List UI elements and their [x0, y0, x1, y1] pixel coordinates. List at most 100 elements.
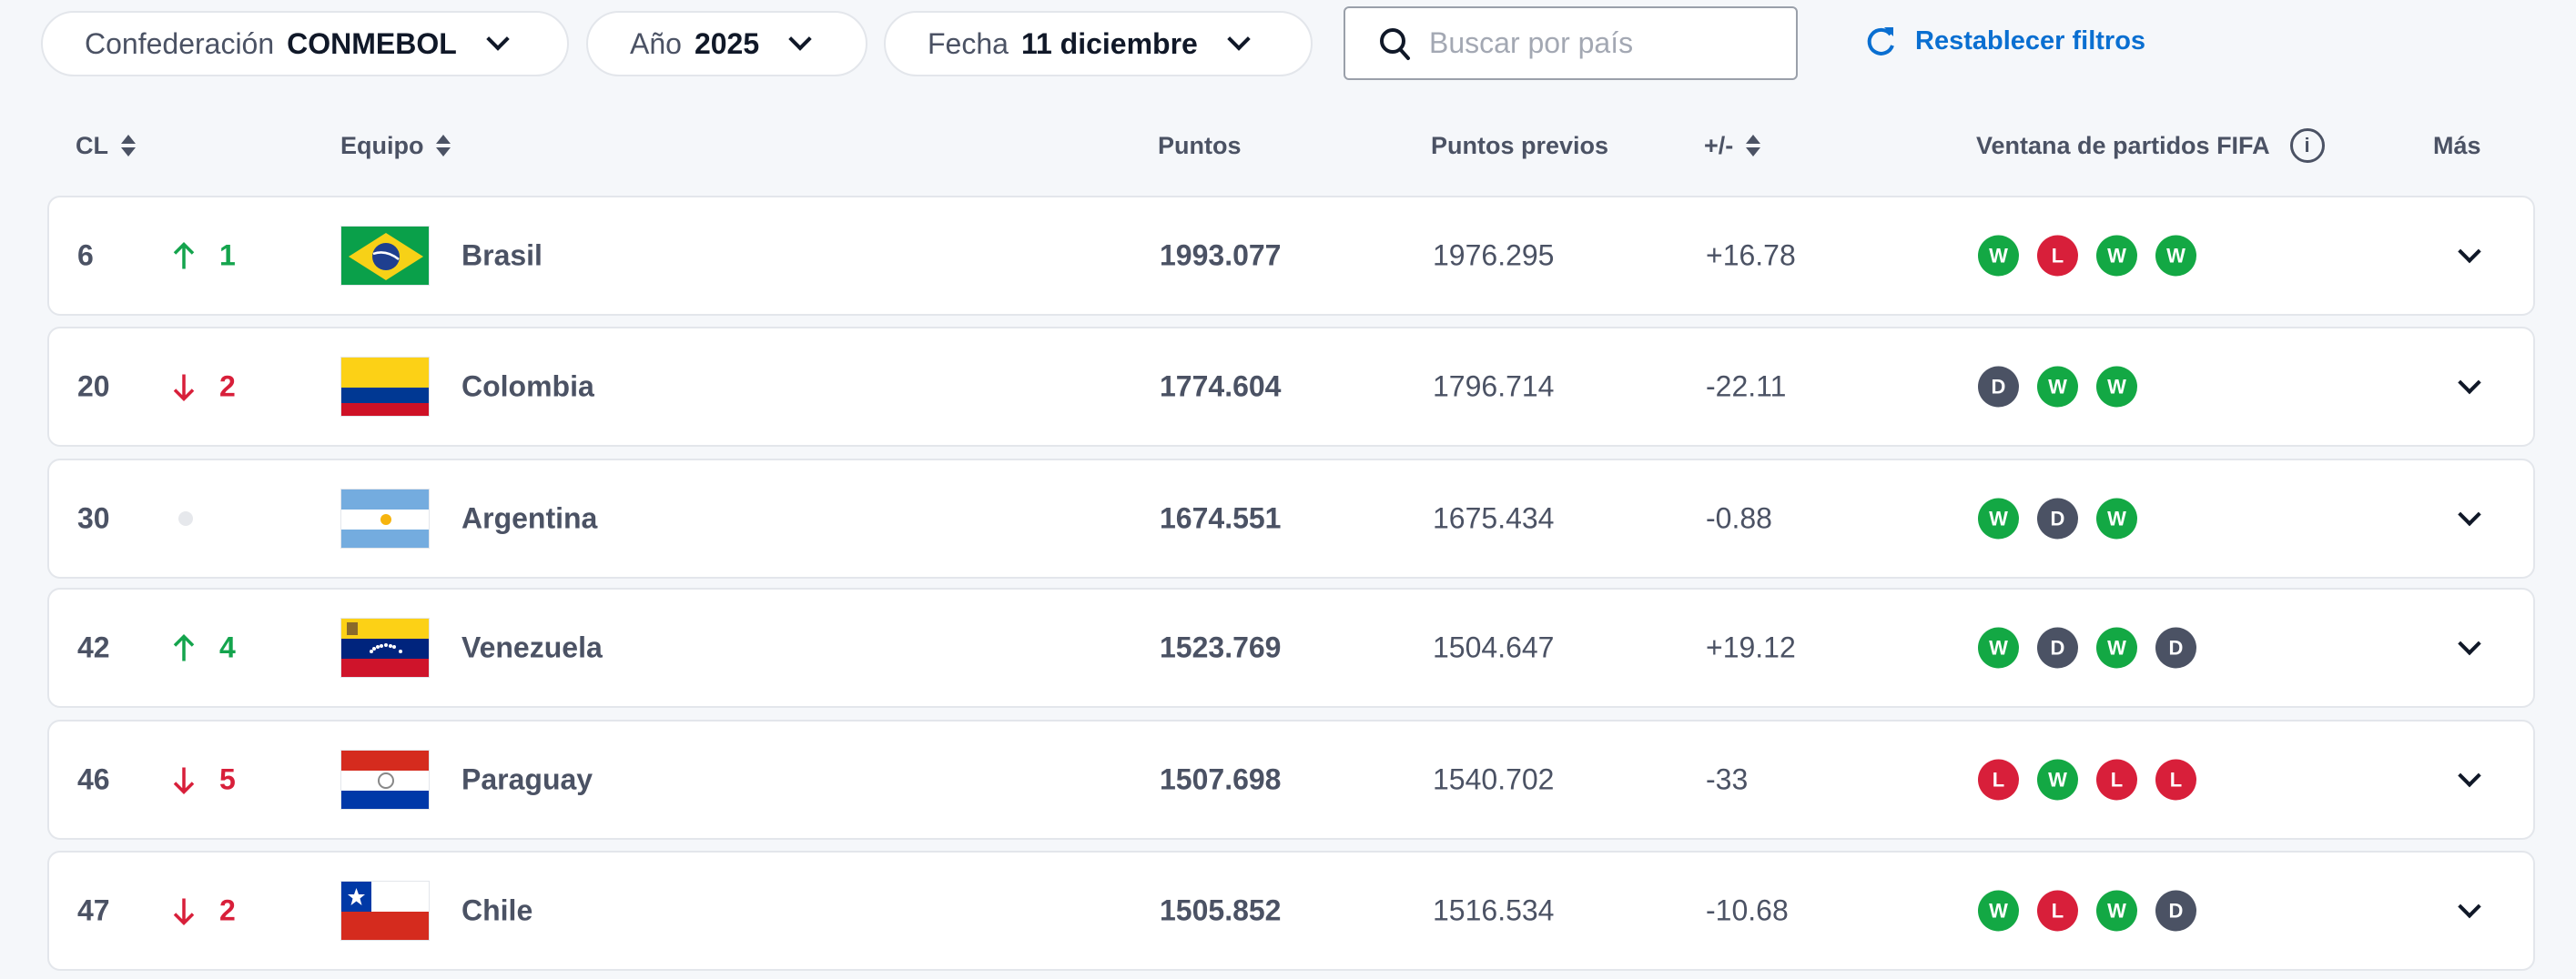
column-more-label: Más — [2433, 131, 2481, 159]
previous-points: 1976.295 — [1433, 238, 1555, 272]
expand-chevron-icon[interactable] — [2458, 631, 2481, 656]
refresh-icon — [1867, 27, 1894, 56]
match-result-badge[interactable]: W — [2037, 759, 2078, 801]
points: 1993.077 — [1160, 238, 1282, 272]
points: 1674.551 — [1160, 501, 1282, 535]
points-diff: -0.88 — [1706, 501, 1772, 535]
previous-points: 1540.702 — [1433, 762, 1555, 796]
points: 1523.769 — [1160, 631, 1282, 664]
arrow-up-icon — [173, 633, 195, 661]
match-result-badge[interactable]: L — [1978, 759, 2019, 801]
match-result-badge[interactable]: W — [2096, 366, 2137, 408]
points-diff: -22.11 — [1706, 369, 1787, 403]
points-diff: +16.78 — [1706, 238, 1796, 272]
info-icon[interactable]: i — [2289, 128, 2325, 163]
table-row[interactable]: 42 4 Venezuela 1523.769 1504.647 +19.12 W… — [47, 588, 2535, 708]
search-input[interactable] — [1429, 26, 1775, 60]
date-value: 11 diciembre — [1020, 26, 1198, 60]
column-previous-label: Puntos previos — [1431, 131, 1609, 159]
flag-chile-icon — [340, 881, 430, 941]
match-result-badge[interactable]: W — [1978, 235, 2019, 277]
rank: 42 — [77, 631, 110, 664]
expand-chevron-icon[interactable] — [2458, 894, 2481, 919]
sort-icon — [1746, 135, 1761, 156]
match-result-badge[interactable]: W — [2096, 498, 2137, 540]
team-name[interactable]: Paraguay — [461, 762, 593, 796]
match-result-badge[interactable]: W — [2037, 366, 2078, 408]
sort-icon — [121, 135, 136, 156]
arrow-down-icon — [173, 898, 195, 925]
team-name[interactable]: Brasil — [461, 238, 543, 272]
year-value: 2025 — [694, 26, 760, 60]
column-window-label: Ventana de partidos FIFA — [1976, 131, 2270, 159]
match-result-badge[interactable]: D — [1978, 366, 2019, 408]
rank-change: 4 — [172, 631, 236, 665]
expand-chevron-icon[interactable] — [2458, 370, 2481, 395]
chevron-down-icon — [1227, 27, 1251, 51]
match-result-badge[interactable]: D — [2037, 498, 2078, 540]
flag-brazil-icon — [340, 226, 430, 286]
column-window: Ventana de partidos FIFA i — [1976, 127, 2325, 164]
points: 1774.604 — [1160, 369, 1282, 403]
expand-chevron-icon[interactable] — [2458, 763, 2481, 788]
rank-change: 2 — [172, 894, 236, 928]
confederation-filter[interactable]: Confederación CONMEBOL — [41, 11, 569, 76]
flag-venezuela-icon — [340, 618, 430, 678]
rank: 46 — [77, 762, 110, 796]
match-result-badge[interactable]: W — [1978, 498, 2019, 540]
flag-argentina-icon — [340, 489, 430, 549]
match-result-badge[interactable]: W — [1978, 890, 2019, 932]
points-diff: -33 — [1706, 762, 1749, 796]
match-result-badge[interactable]: L — [2037, 235, 2078, 277]
match-result-badge[interactable]: W — [1978, 627, 2019, 669]
column-rank[interactable]: CL — [76, 127, 136, 164]
confederation-label: Confederación — [85, 26, 275, 60]
reset-filters-label: Restablecer filtros — [1915, 25, 2146, 56]
points-diff: -10.68 — [1706, 893, 1789, 927]
team-name[interactable]: Argentina — [461, 501, 598, 535]
match-result-badge[interactable]: W — [2096, 235, 2137, 277]
team-name[interactable]: Chile — [461, 893, 533, 927]
search-icon — [1380, 27, 1410, 60]
arrow-down-icon — [173, 374, 195, 401]
flag-paraguay-icon — [340, 750, 430, 810]
previous-points: 1516.534 — [1433, 893, 1555, 927]
previous-points: 1504.647 — [1433, 631, 1555, 664]
team-name[interactable]: Venezuela — [461, 631, 603, 664]
search-box[interactable] — [1344, 6, 1798, 80]
match-result-badge[interactable]: W — [2155, 235, 2196, 277]
points-diff: +19.12 — [1706, 631, 1796, 664]
match-result-badge[interactable]: L — [2096, 759, 2137, 801]
match-result-badge[interactable]: W — [2096, 627, 2137, 669]
date-filter[interactable]: Fecha 11 diciembre — [884, 11, 1313, 76]
match-result-badge[interactable]: L — [2037, 890, 2078, 932]
column-diff[interactable]: +/- — [1704, 127, 1761, 164]
rank-change: 1 — [172, 239, 236, 273]
match-result-badge[interactable]: L — [2155, 759, 2196, 801]
match-result-badge[interactable]: D — [2155, 890, 2196, 932]
match-result-badge[interactable]: W — [2096, 890, 2137, 932]
team-name[interactable]: Colombia — [461, 369, 594, 403]
match-result-badge[interactable]: D — [2155, 627, 2196, 669]
column-team[interactable]: Equipo — [340, 127, 451, 164]
reset-filters-button[interactable]: Restablecer filtros — [1866, 24, 2145, 58]
column-previous: Puntos previos — [1431, 127, 1608, 164]
rank-change: 5 — [172, 763, 236, 797]
expand-chevron-icon[interactable] — [2458, 502, 2481, 527]
rank: 20 — [77, 369, 110, 403]
year-filter[interactable]: Año 2025 — [586, 11, 867, 76]
rank-change-value: 2 — [219, 369, 236, 403]
arrow-down-icon — [173, 767, 195, 794]
chevron-down-icon — [788, 27, 812, 51]
expand-chevron-icon[interactable] — [2458, 239, 2481, 264]
match-result-badge[interactable]: D — [2037, 627, 2078, 669]
